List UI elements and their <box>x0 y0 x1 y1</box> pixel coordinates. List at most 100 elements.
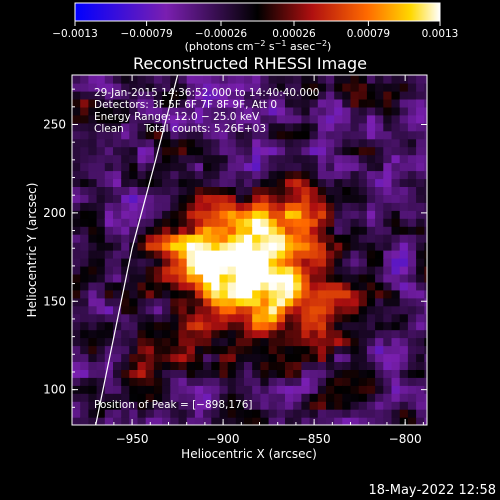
heatmap-cell <box>211 226 221 235</box>
heatmap-cell <box>399 417 409 425</box>
colorbar-tick-label: 0.00026 <box>272 28 316 40</box>
heatmap-cell <box>178 242 188 251</box>
heatmap-cell <box>129 361 139 370</box>
heatmap-cell <box>276 337 286 347</box>
heatmap-cell <box>334 83 343 92</box>
heatmap-cell <box>399 90 409 100</box>
heatmap-cell <box>235 345 245 355</box>
heatmap-cell <box>260 377 270 386</box>
heatmap-cell <box>194 369 204 378</box>
heatmap-cell <box>260 401 270 410</box>
heatmap-cell <box>383 130 393 140</box>
colorbar: −0.0013 −0.00079 −0.00026 0.00026 0.00079 0.0… <box>52 2 458 53</box>
heatmap-cell <box>235 353 245 362</box>
heatmap-cell <box>285 337 294 347</box>
heatmap-cell <box>72 361 81 370</box>
heatmap-cell <box>358 273 368 283</box>
heatmap-cell <box>350 90 360 100</box>
heatmap-cell <box>416 138 425 148</box>
heatmap-cell <box>375 226 384 235</box>
heatmap-cell <box>350 345 360 355</box>
heatmap-cell <box>358 226 368 235</box>
heatmap-cell <box>375 106 384 116</box>
heatmap-cell <box>301 122 311 132</box>
heatmap-cell <box>326 353 335 362</box>
heatmap-cell <box>211 90 221 100</box>
heatmap-cell <box>399 305 409 315</box>
heatmap-cell <box>383 226 393 235</box>
heatmap-cell <box>416 393 425 402</box>
heatmap-cell <box>334 329 343 339</box>
heatmap-cell <box>293 162 302 172</box>
heatmap-cell <box>375 83 384 92</box>
heatmap-cell <box>186 138 196 148</box>
heatmap-cell <box>219 138 229 148</box>
heatmap-cell <box>219 289 229 299</box>
heatmap-cell <box>113 186 122 195</box>
heatmap-cell <box>276 289 286 299</box>
heatmap-cell <box>153 385 163 394</box>
heatmap-cell <box>334 377 343 386</box>
heatmap-cell <box>186 146 196 156</box>
heatmap-cell <box>260 297 270 307</box>
heatmap-cell <box>80 313 89 323</box>
heatmap-cell <box>424 106 427 116</box>
heatmap-cell <box>129 289 139 299</box>
heatmap-cell <box>178 361 188 370</box>
heatmap-cell <box>383 265 393 275</box>
heatmap-cell <box>301 313 311 323</box>
heatmap-cell <box>285 90 294 100</box>
heatmap-cell <box>186 218 196 227</box>
heatmap-cell <box>285 321 294 331</box>
heatmap-cell <box>219 353 229 362</box>
heatmap-cell <box>178 250 188 259</box>
heatmap-cell <box>342 114 352 124</box>
heatmap-cell <box>153 138 163 148</box>
heatmap-cell <box>334 170 343 180</box>
heatmap-cell <box>178 289 188 299</box>
heatmap-cell <box>416 114 425 124</box>
heatmap-cell <box>301 321 311 331</box>
heatmap-cell <box>145 146 155 156</box>
heatmap-cell <box>268 409 278 418</box>
heatmap-cell <box>334 242 343 251</box>
heatmap-cell <box>342 146 352 156</box>
heatmap-cell <box>342 83 352 92</box>
heatmap-cell <box>211 154 221 164</box>
heatmap-cell <box>235 417 245 425</box>
heatmap-cell <box>121 329 130 339</box>
heatmap-cell <box>342 321 352 331</box>
annotation-energy: Energy Range: 12.0 − 25.0 keV <box>94 111 260 123</box>
heatmap-cell <box>244 170 253 180</box>
heatmap-cell <box>170 321 180 331</box>
heatmap-cell <box>211 83 221 92</box>
heatmap-cell <box>375 138 384 148</box>
heatmap-cell <box>301 226 311 235</box>
heatmap-cell <box>383 114 393 124</box>
heatmap-cell <box>88 178 98 187</box>
heatmap-cell <box>227 114 237 124</box>
heatmap-cell <box>244 305 253 315</box>
heatmap-cell <box>170 98 180 108</box>
heatmap-cell <box>252 393 261 402</box>
heatmap-cell <box>317 210 327 219</box>
heatmap-cell <box>407 202 417 211</box>
heatmap-cell <box>153 258 163 267</box>
heatmap-cell <box>227 122 237 132</box>
heatmap-cell <box>317 138 327 148</box>
heatmap-cell <box>235 226 245 235</box>
heatmap-cell <box>170 313 180 323</box>
heatmap-cell <box>416 178 425 187</box>
heatmap-cell <box>194 162 204 172</box>
heatmap-cell <box>194 385 204 394</box>
heatmap-cell <box>178 393 188 402</box>
heatmap-cell <box>219 106 229 116</box>
heatmap-cell <box>391 146 401 156</box>
heatmap-cell <box>358 242 368 251</box>
heatmap-cell <box>227 146 237 156</box>
heatmap-cell <box>129 130 139 140</box>
heatmap-cell <box>285 377 294 386</box>
heatmap-cell <box>424 281 427 291</box>
heatmap-cell <box>211 130 221 140</box>
heatmap-cell <box>268 369 278 378</box>
